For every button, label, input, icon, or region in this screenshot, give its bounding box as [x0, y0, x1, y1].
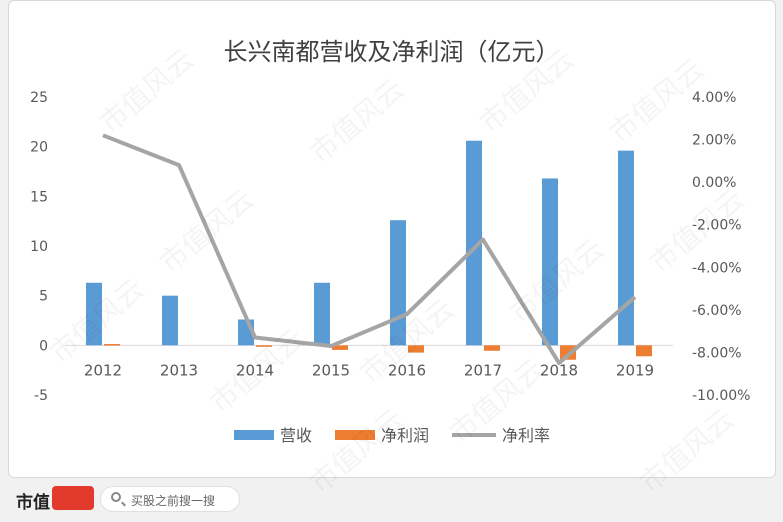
revenue-bar	[314, 282, 330, 346]
revenue-bar	[618, 150, 634, 346]
search-icon	[111, 492, 121, 502]
right-tick-label: -10.00%	[692, 388, 750, 404]
category-label: 2012	[84, 361, 122, 379]
net-profit-bar	[636, 345, 652, 357]
net-profit-bar	[104, 344, 120, 346]
footer-bar: 市值 买股之前搜一搜	[0, 478, 783, 522]
revenue-bar	[466, 140, 482, 346]
right-tick-label: -8.00%	[692, 345, 742, 361]
net-profit-bar	[484, 345, 500, 351]
category-label: 2016	[388, 361, 426, 379]
net-profit-bar	[332, 345, 348, 350]
right-tick-label: 4.00%	[692, 90, 736, 106]
category-label: 2014	[236, 361, 274, 379]
legend-swatch-net-profit	[335, 430, 375, 440]
left-tick-label: 15	[30, 189, 48, 205]
legend-label: 净利率	[502, 426, 550, 445]
search-box[interactable]: 买股之前搜一搜	[100, 486, 240, 512]
left-tick-label: 10	[30, 239, 48, 255]
legend-swatch-revenue	[234, 430, 274, 440]
category-label: 2015	[312, 361, 350, 379]
legend-label: 营收	[280, 426, 312, 445]
revenue-bar	[390, 220, 406, 346]
right-tick-label: 0.00%	[692, 175, 736, 191]
right-tick-label: -4.00%	[692, 260, 742, 276]
net-margin-line	[102, 133, 637, 366]
left-tick-label: 0	[39, 338, 48, 354]
net-profit-bar	[256, 345, 272, 347]
left-tick-label: -5	[34, 388, 48, 404]
left-tick-label: 20	[30, 140, 48, 156]
category-label: 2019	[616, 361, 654, 379]
legend-label: 净利润	[381, 426, 429, 445]
right-tick-label: -6.00%	[692, 303, 742, 319]
revenue-bar	[542, 178, 558, 346]
category-label: 2017	[464, 361, 502, 379]
revenue-bar	[86, 282, 102, 346]
net-profit-bar	[408, 345, 424, 353]
right-tick-label: -2.00%	[692, 218, 742, 234]
revenue-bar	[162, 295, 178, 346]
brand-logo-mark	[52, 486, 94, 510]
left-tick-label: 25	[30, 90, 48, 106]
right-tick-label: 2.00%	[692, 133, 736, 149]
brand-logo-text: 市值	[16, 493, 50, 513]
search-placeholder: 买股之前搜一搜	[131, 494, 216, 508]
category-label: 2013	[160, 361, 198, 379]
left-tick-label: 5	[39, 289, 48, 305]
category-label: 2018	[540, 361, 578, 379]
chart-title: 长兴南都营收及净利润（亿元）	[223, 38, 560, 66]
